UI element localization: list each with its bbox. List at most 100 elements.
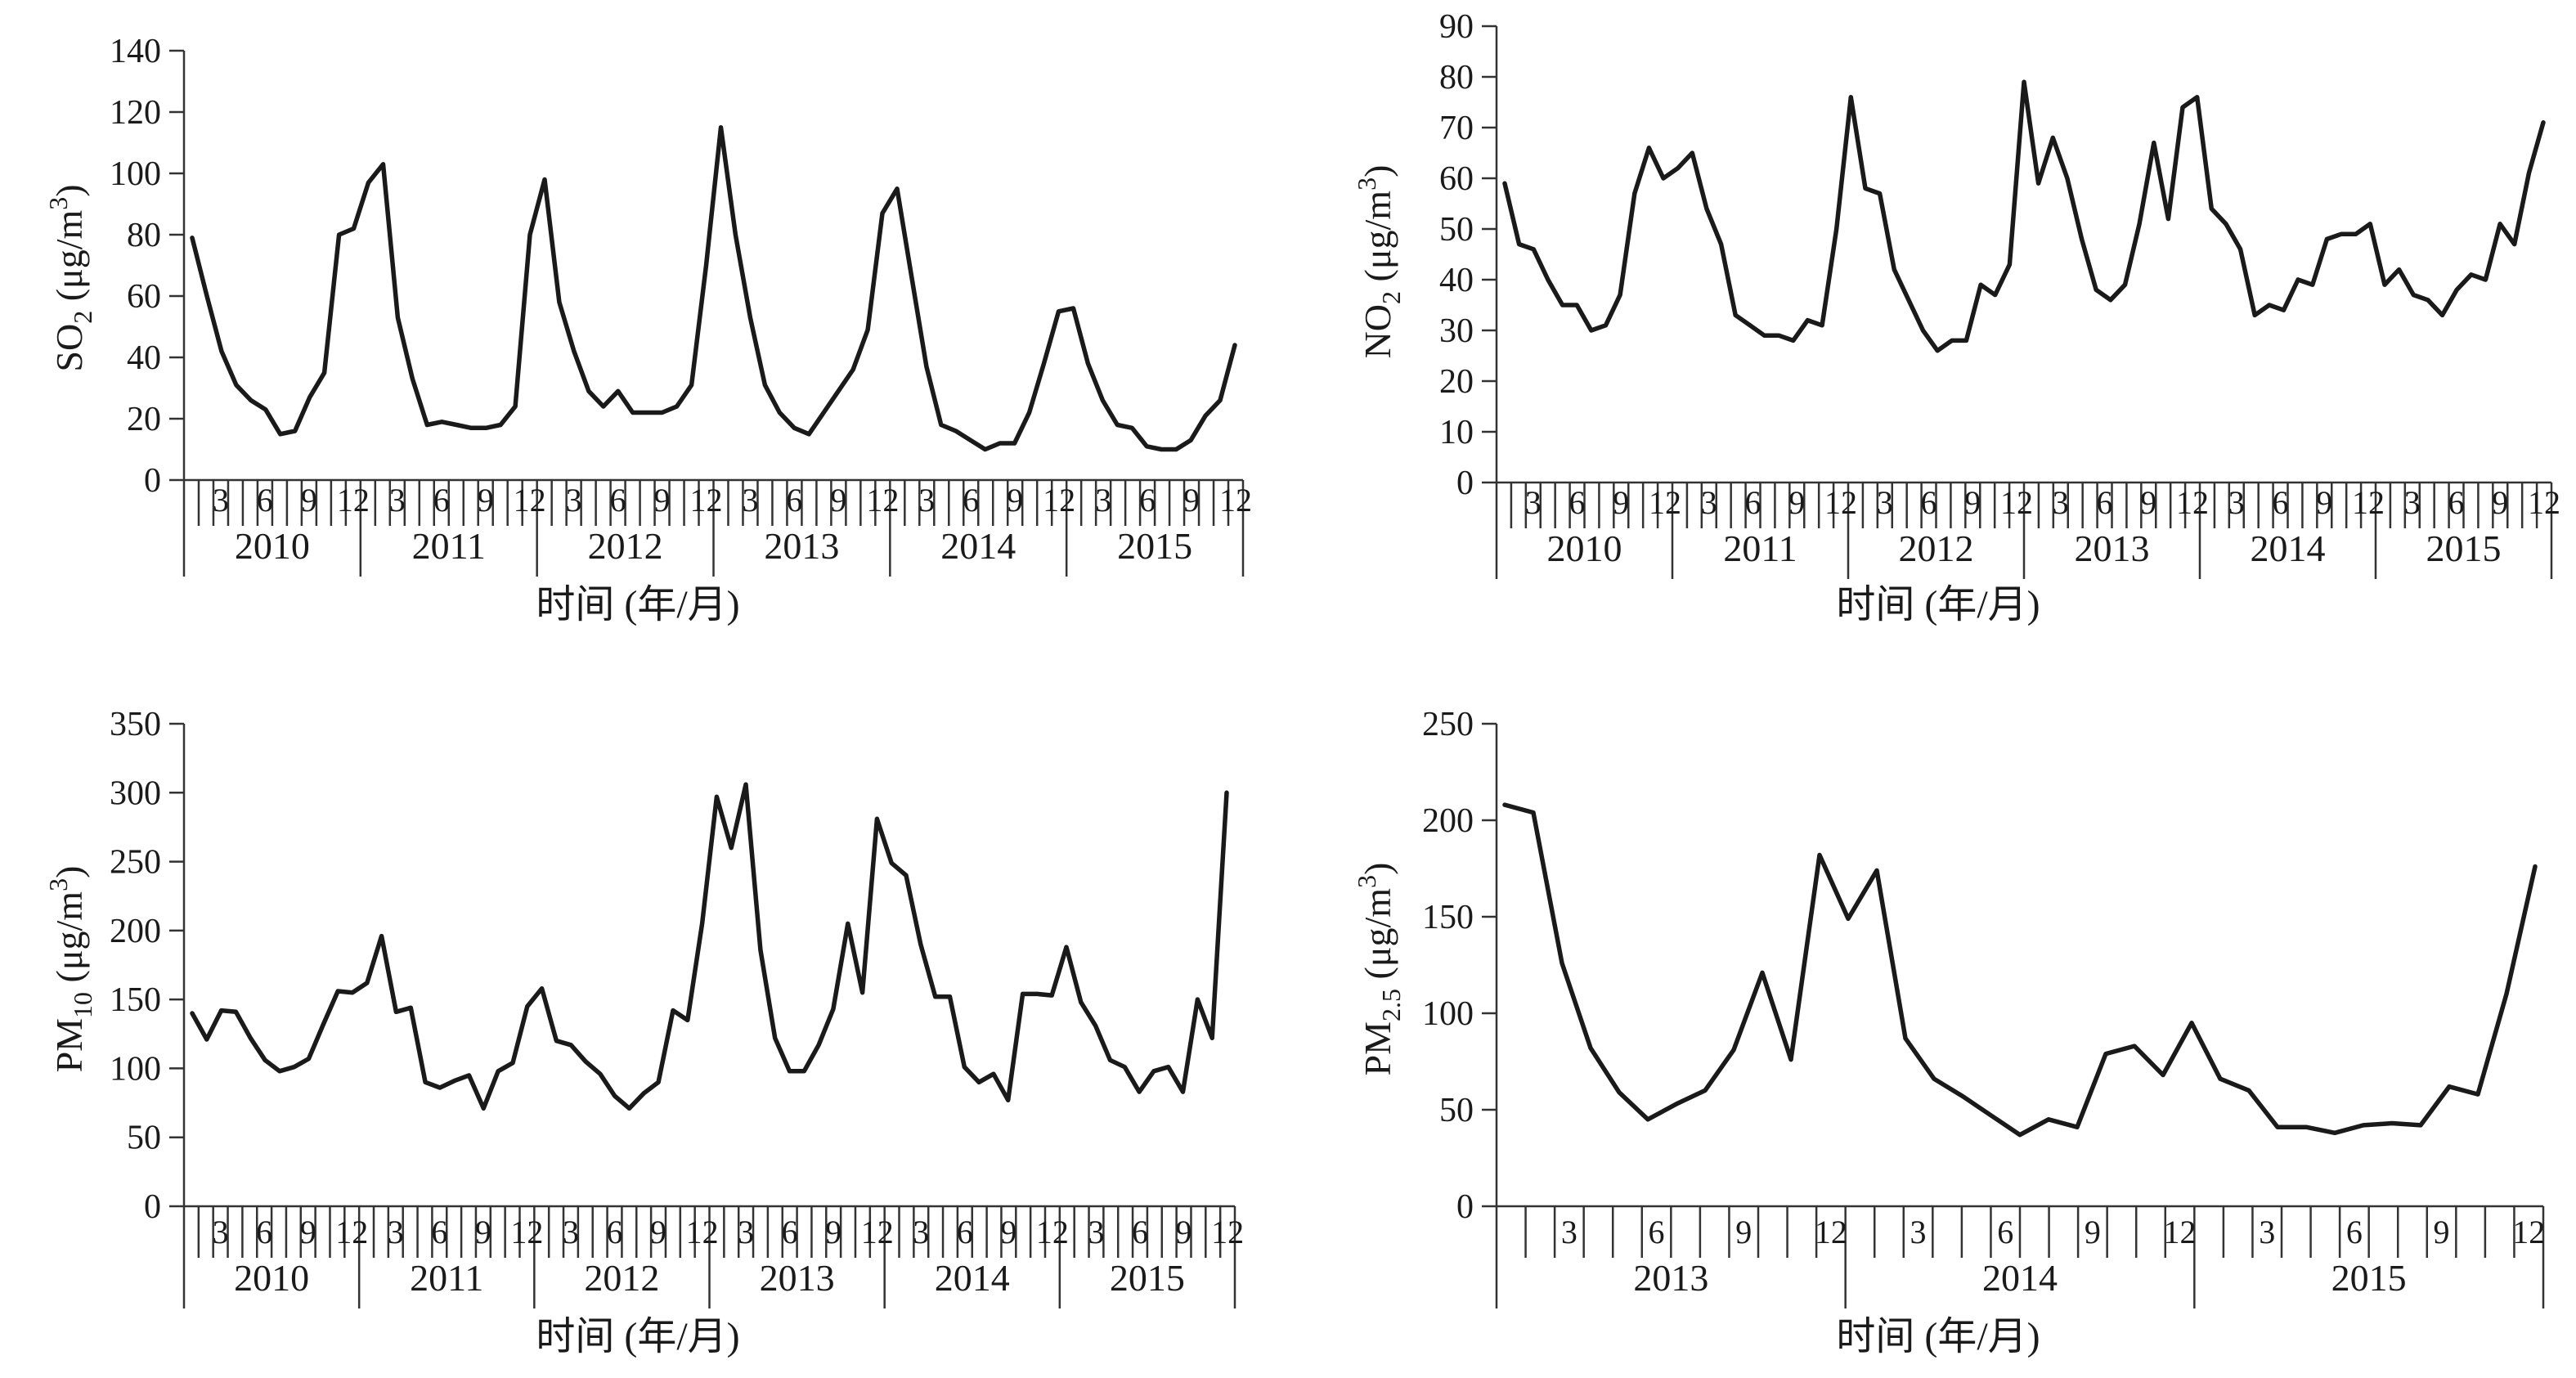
data-point bbox=[2247, 1089, 2251, 1092]
y-axis-label-close: ) bbox=[48, 866, 90, 878]
data-point bbox=[485, 427, 487, 429]
year-label: 2012 bbox=[1899, 527, 1974, 569]
data-point bbox=[832, 1008, 835, 1011]
data-point bbox=[456, 424, 458, 426]
data-point bbox=[1922, 329, 1924, 332]
data-point bbox=[2340, 233, 2343, 236]
data-point bbox=[2398, 268, 2400, 271]
data-point bbox=[1503, 182, 1506, 185]
year-label: 2011 bbox=[412, 525, 486, 567]
month-label: 12 bbox=[1219, 482, 1252, 518]
x-axis-label: 时间 (年/月) bbox=[536, 1315, 739, 1358]
data-point bbox=[803, 1070, 806, 1073]
data-point bbox=[1705, 208, 1708, 210]
data-point bbox=[1561, 303, 1564, 307]
data-point bbox=[1703, 1089, 1707, 1092]
data-point bbox=[1907, 298, 1910, 301]
data-point bbox=[2383, 284, 2386, 286]
data-point bbox=[808, 433, 810, 435]
data-point bbox=[646, 411, 648, 414]
data-point bbox=[337, 990, 339, 993]
y-axis-label-superscript: 3 bbox=[1352, 177, 1381, 191]
data-point bbox=[2296, 278, 2300, 281]
y-axis-label-superscript: 3 bbox=[43, 878, 73, 891]
data-point bbox=[555, 1039, 558, 1042]
y-axis-label-subscript: 2 bbox=[1376, 291, 1406, 304]
data-point bbox=[1691, 151, 1694, 155]
data-point bbox=[2018, 1133, 2022, 1136]
y-axis-label-close: ) bbox=[1357, 165, 1398, 177]
y-tick-label: 150 bbox=[110, 981, 161, 1019]
month-label: 6 bbox=[1921, 484, 1937, 521]
data-point bbox=[1051, 994, 1053, 997]
data-point bbox=[779, 411, 781, 414]
y-axis-label-close: ) bbox=[1357, 863, 1398, 875]
data-point bbox=[1990, 1114, 1993, 1117]
data-point bbox=[675, 405, 678, 408]
data-point bbox=[599, 1073, 602, 1075]
data-point bbox=[2533, 865, 2537, 868]
year-label: 2015 bbox=[2426, 527, 2502, 569]
data-point bbox=[2390, 1122, 2394, 1124]
data-point bbox=[1818, 854, 1821, 856]
data-point bbox=[2528, 172, 2530, 174]
month-label: 6 bbox=[2097, 484, 2113, 521]
data-point bbox=[235, 1011, 237, 1013]
data-point bbox=[558, 301, 561, 303]
data-point bbox=[2354, 233, 2357, 236]
y-tick-label: 20 bbox=[127, 401, 161, 438]
data-point bbox=[2470, 273, 2472, 276]
data-point bbox=[1007, 1099, 1009, 1102]
data-point bbox=[279, 433, 281, 435]
y-axis-label-subscript: 2.5 bbox=[1376, 989, 1406, 1021]
x-axis-label: 时间 (年/月) bbox=[536, 583, 739, 626]
month-label: 3 bbox=[388, 1214, 404, 1250]
data-point bbox=[1094, 1025, 1097, 1027]
data-point bbox=[1961, 1095, 1964, 1097]
month-label: 9 bbox=[301, 482, 317, 518]
data-point bbox=[954, 429, 958, 433]
month-label: 12 bbox=[1043, 482, 1075, 518]
y-tick-label: 100 bbox=[110, 155, 161, 193]
data-point bbox=[1218, 399, 1222, 402]
data-point bbox=[584, 1060, 587, 1063]
data-point bbox=[861, 991, 864, 994]
year-label: 2013 bbox=[764, 525, 839, 567]
month-label: 6 bbox=[1569, 484, 1586, 521]
data-point bbox=[220, 1009, 222, 1012]
data-point bbox=[366, 981, 368, 985]
month-label: 9 bbox=[1176, 1214, 1192, 1250]
data-point bbox=[1043, 362, 1045, 365]
data-point bbox=[2282, 309, 2285, 312]
data-point bbox=[2022, 81, 2026, 83]
data-point bbox=[367, 182, 370, 184]
data-point bbox=[1560, 962, 1564, 964]
data-point bbox=[1532, 811, 1535, 814]
month-label: 6 bbox=[2346, 1214, 2363, 1250]
y-tick-label: 350 bbox=[110, 706, 161, 743]
y-axis-label: NO2 (μg/m3) bbox=[1352, 165, 1406, 359]
data-point bbox=[2052, 137, 2054, 139]
data-point bbox=[984, 448, 986, 451]
data-point bbox=[999, 442, 1001, 445]
data-point bbox=[191, 1012, 194, 1015]
data-point bbox=[411, 378, 414, 380]
month-label: 9 bbox=[300, 1214, 316, 1250]
month-label: 12 bbox=[2164, 1214, 2197, 1250]
data-point bbox=[969, 439, 972, 442]
data-point bbox=[1167, 1066, 1169, 1068]
data-point bbox=[482, 1107, 485, 1110]
month-label: 3 bbox=[566, 482, 582, 518]
data-point bbox=[338, 233, 340, 236]
data-point bbox=[1087, 362, 1089, 365]
data-point bbox=[308, 396, 311, 398]
data-point bbox=[1763, 334, 1766, 337]
month-label: 3 bbox=[389, 482, 406, 518]
data-point bbox=[2138, 222, 2141, 225]
month-label: 6 bbox=[1139, 482, 1156, 518]
data-point bbox=[249, 399, 252, 402]
data-point bbox=[1893, 268, 1896, 271]
data-point bbox=[1160, 448, 1163, 451]
data-point bbox=[2441, 314, 2444, 316]
